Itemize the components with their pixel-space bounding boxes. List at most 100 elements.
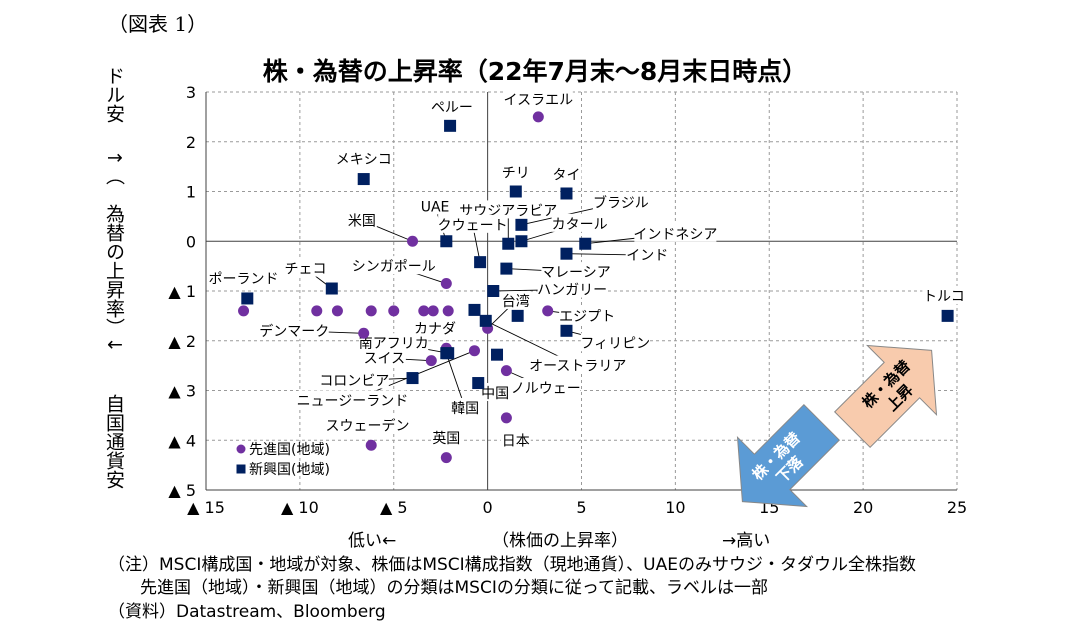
point-label-bg bbox=[359, 333, 429, 352]
emerging-point bbox=[560, 324, 573, 337]
point-label: メキシコ bbox=[336, 152, 392, 168]
emerging-point bbox=[487, 285, 500, 297]
point-label: 台湾 bbox=[502, 293, 530, 310]
x-tick-label: ▲ 10 bbox=[281, 498, 319, 517]
developed-point bbox=[358, 327, 370, 339]
point-label-bg bbox=[413, 196, 457, 215]
point-label-bg bbox=[326, 415, 409, 434]
developed-point bbox=[238, 305, 250, 317]
emerging-point bbox=[444, 119, 457, 132]
point-label-bg bbox=[537, 279, 607, 298]
emerging-point bbox=[502, 237, 515, 250]
point-label-bg bbox=[431, 427, 462, 446]
point-label-bg bbox=[298, 390, 407, 409]
point-label: フィリピン bbox=[580, 336, 650, 352]
emerging-point bbox=[440, 235, 453, 248]
point-label-bg bbox=[922, 285, 966, 304]
y-tick-label: 2 bbox=[186, 133, 196, 152]
point-label-bg bbox=[209, 268, 279, 287]
point-label-bg bbox=[259, 320, 329, 339]
developed-point bbox=[442, 305, 454, 317]
emerging-point bbox=[479, 314, 492, 327]
point-label-bg bbox=[551, 164, 582, 183]
point-label: ポーランド bbox=[209, 272, 279, 288]
developed-point bbox=[542, 305, 554, 317]
point-label: 韓国 bbox=[451, 401, 479, 417]
point-label: ニュージーランド bbox=[297, 393, 409, 409]
point-label-bg bbox=[592, 192, 649, 211]
point-label: ハンガリー bbox=[537, 283, 607, 299]
point-label: トルコ bbox=[923, 289, 965, 305]
down-arrow-arrow bbox=[736, 403, 841, 508]
point-label: ペルー bbox=[431, 100, 473, 116]
point-label-bg bbox=[500, 290, 531, 309]
developed-point bbox=[388, 305, 400, 317]
point-label: ノルウェー bbox=[511, 381, 581, 397]
point-label: チリ bbox=[502, 166, 530, 182]
x-axis-label-high: →高い bbox=[722, 531, 771, 551]
point-label-bg bbox=[319, 370, 389, 389]
developed-point bbox=[440, 452, 452, 464]
point-label-bg bbox=[480, 382, 511, 401]
point-label: スイス bbox=[364, 351, 406, 367]
figure-label: （図表 1） bbox=[108, 12, 208, 36]
point-label: 日本 bbox=[502, 433, 530, 449]
developed-point bbox=[427, 305, 439, 317]
point-label-bg bbox=[430, 96, 474, 115]
developed-point bbox=[407, 235, 419, 247]
emerging-point bbox=[511, 309, 524, 322]
developed-point bbox=[500, 365, 512, 377]
x-axis-label-low: 低い← bbox=[348, 531, 397, 551]
note-line-1: （注）MSCI構成国・地域が対象、株価はMSCI構成指数（現地通貨）、UAEのみ… bbox=[108, 555, 916, 575]
point-label: エジプト bbox=[559, 309, 615, 325]
chart-title: 株・為替の上昇率（22年7月末～8月末日時点） bbox=[262, 57, 808, 86]
point-label: コロンビア bbox=[319, 374, 389, 390]
developed-point bbox=[331, 305, 343, 317]
developed-point bbox=[425, 355, 437, 367]
developed-point bbox=[532, 111, 544, 123]
point-label: カタール bbox=[552, 217, 608, 233]
emerging-point bbox=[509, 185, 522, 198]
point-label: 中国 bbox=[481, 386, 509, 402]
point-label-bg bbox=[634, 223, 717, 242]
point-label-bg bbox=[530, 355, 626, 374]
x-tick-label: 5 bbox=[576, 498, 586, 517]
developed-point bbox=[468, 345, 480, 357]
point-label-bg bbox=[551, 213, 608, 232]
point-label-bg bbox=[335, 149, 392, 168]
point-label-bg bbox=[413, 318, 457, 337]
point-label-bg bbox=[352, 256, 435, 275]
legend-label: 先進国(地域) bbox=[249, 442, 330, 458]
y-tick-label: 3 bbox=[186, 83, 196, 102]
emerging-point bbox=[474, 256, 487, 269]
point-label: マレーシア bbox=[541, 265, 611, 281]
y-axis-label-top: ドル安 bbox=[103, 66, 125, 123]
emerging-point bbox=[579, 237, 592, 250]
emerging-point bbox=[500, 262, 513, 275]
developed-point bbox=[365, 439, 377, 451]
y-tick-label: 1 bbox=[186, 183, 196, 202]
point-label-bg bbox=[346, 210, 377, 229]
emerging-point bbox=[440, 347, 453, 360]
emerging-point bbox=[941, 309, 954, 322]
emerging-point bbox=[515, 218, 528, 231]
legend-marker-developed bbox=[236, 444, 246, 454]
source-line: （資料）Datastream、Bloomberg bbox=[108, 602, 386, 622]
y-tick-label: ▲ 4 bbox=[168, 431, 196, 450]
y-axis-label-bottom: 自国通貨安 bbox=[103, 394, 125, 489]
emerging-point bbox=[468, 303, 481, 316]
y-tick-label: ▲ 5 bbox=[168, 481, 196, 500]
emerging-point bbox=[560, 247, 573, 260]
point-label: インドネシア bbox=[633, 227, 717, 243]
point-label: クウェート bbox=[438, 218, 508, 234]
developed-point bbox=[418, 305, 430, 317]
developed-point bbox=[440, 278, 452, 290]
y-tick-label: ▲ 3 bbox=[168, 382, 196, 401]
point-label: シンガポール bbox=[352, 259, 436, 275]
point-label: ブラジル bbox=[593, 194, 649, 211]
point-label-bg bbox=[460, 200, 556, 219]
emerging-point bbox=[491, 348, 504, 361]
emerging-point bbox=[325, 282, 338, 295]
point-label: UAE bbox=[421, 199, 450, 215]
